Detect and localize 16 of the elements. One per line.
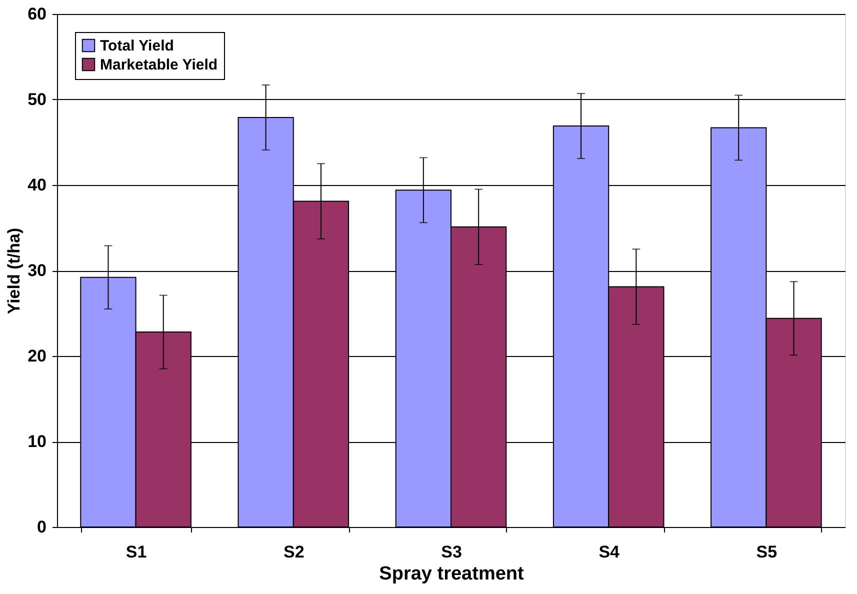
x-tick-label: S5 — [756, 542, 778, 562]
x-tick-label: S4 — [598, 542, 620, 562]
y-tick-label: 40 — [28, 176, 46, 194]
x-tick-label: S2 — [284, 542, 304, 562]
y-tick-label: 20 — [28, 346, 46, 366]
y-tick-label: 60 — [28, 4, 46, 24]
legend-label: Total Yield — [100, 38, 174, 54]
y-tick-label: 10 — [28, 432, 46, 451]
legend-label: Marketable Yield — [100, 56, 218, 74]
y-tick-label: 50 — [28, 90, 46, 109]
y-tick-label: 30 — [28, 261, 46, 280]
x-axis-title: Spray treatment — [379, 564, 524, 584]
x-tick-label: S1 — [126, 542, 147, 562]
y-tick-label: 0 — [37, 518, 46, 536]
y-axis-title: Yield (t/ha) — [4, 228, 24, 314]
x-tick-label: S3 — [441, 542, 462, 562]
